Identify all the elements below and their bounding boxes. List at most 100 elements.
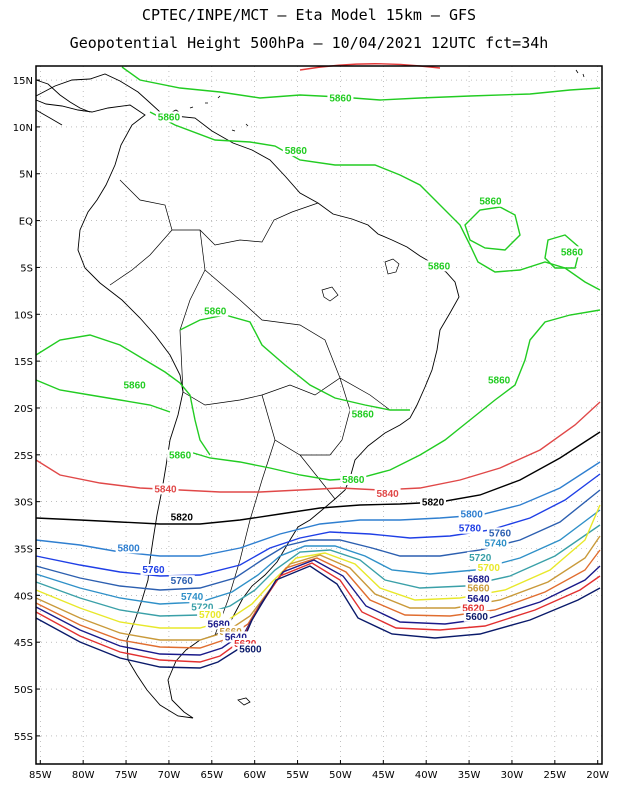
contour-label: 5860 [428, 261, 451, 272]
contour-5860-pacific [35, 334, 211, 456]
contour-label-background [465, 573, 492, 585]
lat-lon-grid [36, 66, 602, 764]
contour-label-background [477, 195, 504, 207]
contour-label: 5800 [117, 543, 140, 554]
contour-label-background [426, 260, 453, 272]
contour-5860-north [121, 66, 601, 101]
tick-label-lon: 80W [72, 770, 95, 781]
contour-label: 5840 [154, 484, 177, 495]
contour-label: 5800 [461, 510, 484, 521]
contour-label-background [237, 643, 264, 655]
contour-label-background [465, 582, 492, 594]
contour-label-background [189, 601, 216, 613]
contour-label: 5700 [199, 610, 222, 621]
central-america-coast [35, 79, 91, 126]
tick-label-lat: 5N [19, 170, 33, 181]
tick-label-lon: 55W [286, 770, 309, 781]
contour-label-background [167, 449, 194, 461]
contour-label-background [282, 145, 309, 157]
contour-5860-east-atlantic [189, 309, 601, 481]
contour-label-background [179, 591, 206, 603]
contour-label-background [168, 575, 195, 587]
contour-label: 5760 [489, 528, 512, 539]
contour-label-background [349, 408, 376, 420]
contour-label: 5640 [225, 632, 248, 643]
contour-label-background [115, 542, 142, 554]
contour-label: 5860 [123, 380, 146, 391]
contour-5820 [35, 431, 601, 525]
tick-label-lon: 20W [586, 770, 609, 781]
contour-label: 5840 [376, 489, 399, 500]
contour-5860-pacific-lower [35, 379, 171, 413]
contour-label-background [482, 537, 509, 549]
contour-label: 5680 [467, 574, 490, 585]
tick-label-lat: 15N [13, 76, 33, 87]
contour-label: 5860 [561, 247, 584, 258]
contour-5700 [35, 504, 601, 629]
tick-label-lon: 65W [200, 770, 223, 781]
contour-label: 5860 [479, 197, 502, 208]
tick-label-lon: 75W [115, 770, 138, 781]
contour-label-background [327, 92, 354, 104]
contour-label: 5760 [142, 565, 165, 576]
tick-label-lon: 30W [501, 770, 524, 781]
contour-5860-venezuela [149, 111, 601, 291]
tick-label-lat: 30S [14, 498, 33, 509]
contour-label: 5740 [181, 592, 204, 603]
contour-label-background [222, 631, 249, 643]
tick-label-lon: 40W [415, 770, 438, 781]
contour-label-background [202, 305, 229, 317]
contour-label-background [340, 473, 367, 485]
contour-label: 5760 [171, 576, 194, 587]
contour-5760 [35, 489, 601, 591]
contour-label-background [232, 637, 259, 649]
axis-ticks: 85W 80W 75W 70W 65W 60W 55W 50W 45W 40W 35W 30W 25W 2… [13, 76, 609, 781]
contour-5840 [35, 401, 601, 493]
caribbean-islands [171, 69, 585, 132]
tick-label-lon: 70W [158, 770, 181, 781]
tick-label-lat: 35S [14, 545, 33, 556]
map-title-line-1: CPTEC/INPE/MCT – Eta Model 15km – GFS [141, 6, 477, 24]
tick-label-lat: 15S [14, 357, 33, 368]
contour-5680 [35, 535, 601, 641]
contour-label-background [205, 618, 232, 630]
tick-label-lon: 60W [243, 770, 266, 781]
contour-label-background [486, 527, 513, 539]
contour-label: 5780 [459, 524, 482, 535]
contour-label: 5600 [466, 612, 489, 623]
contour-label-background [456, 522, 483, 534]
contour-label-background [458, 508, 485, 520]
contour-5620 [35, 562, 601, 663]
tick-label-lat: 25S [14, 451, 33, 462]
contour-label: 5860 [329, 94, 352, 105]
contour-5860-atlantic-loop-east [544, 234, 581, 269]
contour-5860-bolivia [179, 314, 410, 411]
contour-label: 5640 [467, 594, 490, 605]
contour-label-background [558, 246, 585, 258]
contour-label: 5860 [158, 112, 181, 123]
contour-5660 [35, 549, 601, 649]
contour-label: 5860 [169, 451, 192, 462]
contour-5880 [299, 63, 441, 71]
contour-label-background [152, 483, 179, 495]
contour-label-background [463, 610, 490, 622]
contour-label-background [217, 625, 244, 637]
contour-label: 5860 [204, 306, 227, 317]
tick-label-lat: 5S [20, 263, 33, 274]
contour-label: 5860 [488, 376, 511, 387]
contour-label-background [140, 563, 167, 575]
tick-label-lon: 25W [544, 770, 567, 781]
contour-label: 5860 [342, 475, 365, 486]
geopotential-contours [35, 63, 601, 669]
contour-label: 5720 [469, 553, 492, 564]
contour-labels: 5860 5860 5860 5860 5860 5860 5860 5860 5860 5860… [115, 92, 585, 656]
contour-label-background [420, 496, 447, 508]
map-title-line-2: Geopotential Height 500hPa – 10/04/2021 … [69, 34, 549, 52]
contour-label: 5600 [239, 645, 262, 656]
tick-label-lon: 35W [458, 770, 481, 781]
map-frame [35, 65, 603, 765]
contour-label: 5620 [462, 603, 485, 614]
tick-label-lat: 45S [14, 638, 33, 649]
contour-label-background [121, 379, 148, 391]
